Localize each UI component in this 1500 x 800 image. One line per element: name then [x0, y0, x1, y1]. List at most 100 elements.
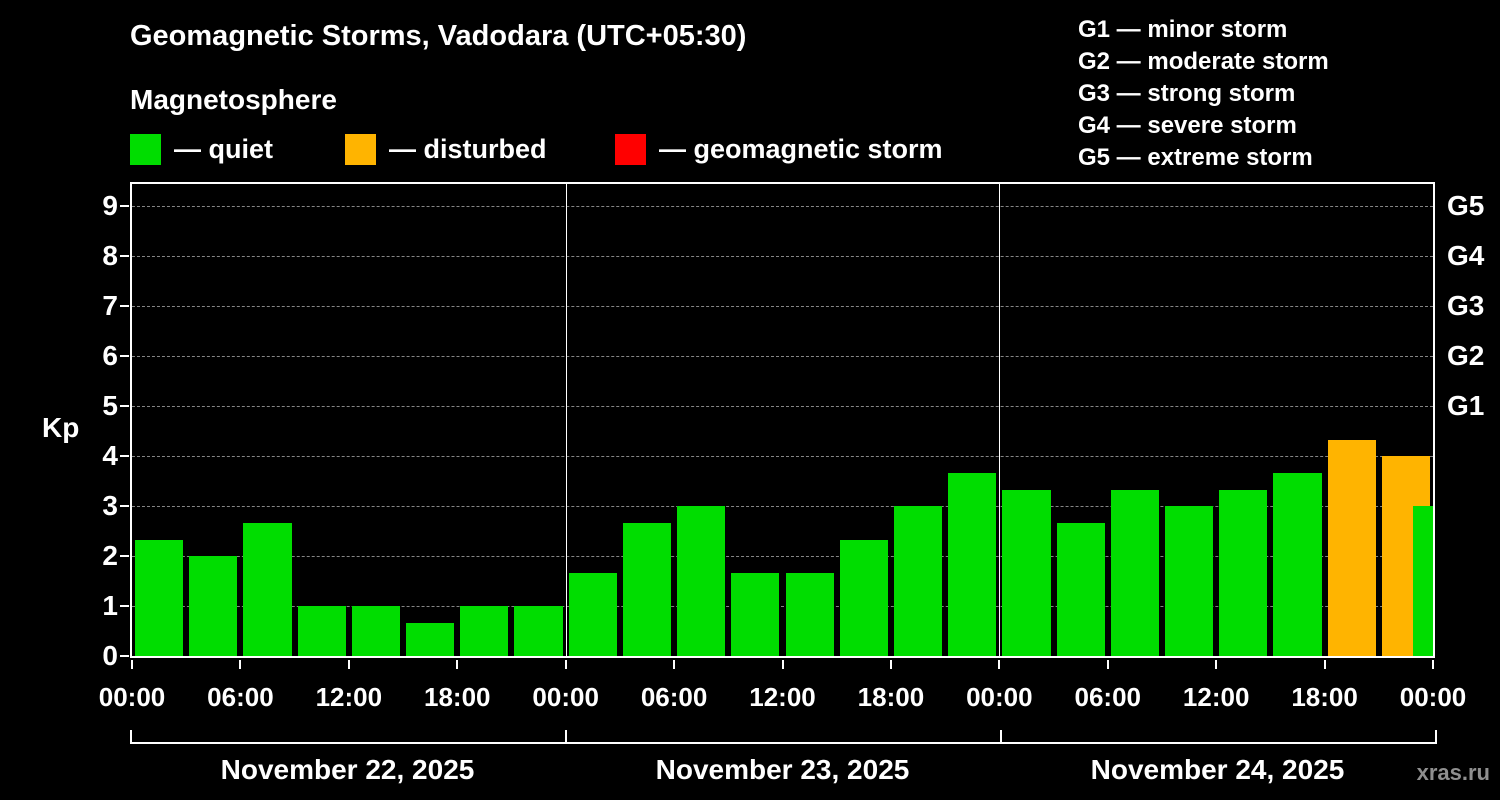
g-scale-axis-label: G5 — [1447, 190, 1485, 222]
kp-bar — [731, 572, 780, 656]
date-axis-tick — [565, 730, 567, 744]
gridline-kp-6 — [132, 356, 1433, 358]
x-axis-tick-label: 06:00 — [640, 682, 708, 712]
gridline-kp-4 — [132, 456, 1433, 458]
day-separator-line — [999, 184, 1001, 656]
y-axis-tick — [120, 555, 129, 558]
date-axis-tick — [1000, 730, 1002, 744]
y-axis-tick-label: 1 — [102, 590, 118, 622]
y-axis-tick — [120, 605, 129, 608]
kp-bar — [1110, 489, 1159, 656]
storm-scale-line: G4 — severe storm — [1078, 112, 1297, 139]
watermark: xras.ru — [1416, 760, 1490, 785]
gridline-kp-5 — [132, 406, 1433, 408]
gridline-kp-7 — [132, 306, 1433, 308]
gridline-kp-3 — [132, 506, 1433, 508]
y-axis-tick — [120, 455, 129, 458]
legend-label: — quiet — [174, 133, 273, 164]
y-axis-tick — [120, 305, 129, 308]
kp-bar — [297, 606, 346, 656]
x-axis-tick-label: 12:00 — [1182, 682, 1250, 712]
y-axis-tick-label: 0 — [102, 640, 118, 671]
chart-title: Geomagnetic Storms, Vadodara (UTC+05:30) — [130, 20, 747, 52]
x-axis-tick-label: 06:00 — [1074, 682, 1142, 712]
kp-bar — [406, 622, 455, 656]
x-axis-tick — [889, 660, 892, 669]
x-axis-tick — [347, 660, 350, 669]
gridline-kp-2 — [132, 556, 1433, 558]
x-axis-tick-label: 12:00 — [315, 682, 383, 712]
kp-bar — [514, 606, 563, 656]
x-axis-tick — [998, 660, 1001, 669]
g-scale-axis-label: G1 — [1447, 390, 1485, 422]
x-axis-tick-label: 18:00 — [857, 682, 925, 712]
quiet-swatch — [130, 133, 161, 165]
kp-bar — [677, 506, 726, 656]
legend-label: — geomagnetic storm — [659, 133, 943, 164]
x-axis-tick — [239, 660, 242, 669]
x-axis-tick-label: 00:00 — [1399, 682, 1467, 712]
x-axis-tick-label: 00:00 — [98, 682, 166, 712]
kp-bar — [893, 506, 943, 656]
kp-bar — [1002, 489, 1051, 656]
g-scale-axis-label: G3 — [1447, 290, 1485, 322]
disturbed-swatch — [345, 133, 376, 165]
y-axis-tick-label: 6 — [102, 340, 118, 372]
storm-scale-line: G3 — strong storm — [1078, 80, 1296, 107]
storm-scale-line: G1 — minor storm — [1078, 16, 1288, 43]
y-axis-tick — [120, 255, 129, 258]
x-axis-tick-label: 00:00 — [966, 682, 1033, 712]
day-separator-line — [565, 184, 567, 656]
y-axis-tick — [120, 505, 129, 508]
kp-bar — [785, 572, 834, 656]
kp-bar — [135, 539, 184, 656]
storm-swatch — [615, 133, 646, 165]
gridline-kp-9 — [132, 206, 1433, 208]
kp-bar — [189, 556, 238, 656]
date-axis-tick — [1435, 730, 1437, 744]
plot-area — [130, 182, 1435, 658]
x-axis-tick-label: 00:00 — [532, 682, 599, 712]
kp-bar — [1273, 472, 1322, 656]
x-axis-tick — [1106, 660, 1109, 669]
x-axis-tick — [673, 660, 676, 669]
kp-bar — [622, 522, 672, 656]
x-axis-tick — [781, 660, 784, 669]
legend-item-storm: — geomagnetic storm — [615, 133, 943, 165]
x-axis-tick — [1215, 660, 1218, 669]
y-axis-tick-label: 9 — [102, 190, 118, 222]
kp-bar — [1164, 506, 1214, 656]
kp-bar-partial — [1413, 506, 1433, 656]
kp-bar — [351, 606, 401, 656]
y-axis-tick-label: 7 — [102, 290, 118, 322]
y-axis-tick-label: 5 — [102, 390, 118, 422]
g-scale-axis-label: G2 — [1447, 340, 1485, 372]
kp-bar — [460, 606, 509, 656]
x-axis-tick-label: 18:00 — [1291, 682, 1358, 712]
date-label: November 23, 2025 — [655, 754, 910, 785]
kp-bar — [948, 472, 997, 656]
x-axis-tick — [1323, 660, 1326, 669]
x-axis-tick-label: 12:00 — [749, 682, 816, 712]
date-axis-line — [130, 742, 1437, 744]
y-axis-tick — [120, 405, 129, 408]
y-axis-tick-label: 8 — [102, 240, 118, 272]
storm-scale-line: G5 — extreme storm — [1078, 144, 1313, 171]
storm-scale-line: G2 — moderate storm — [1078, 48, 1329, 75]
date-label: November 22, 2025 — [220, 754, 475, 785]
x-axis-tick — [1432, 660, 1434, 669]
y-axis-tick — [120, 205, 129, 208]
y-axis-tick-label: 3 — [102, 490, 118, 522]
legend-item-disturbed: — disturbed — [345, 133, 547, 165]
y-axis-label: Kp — [42, 412, 80, 443]
chart-subtitle: Magnetosphere — [130, 84, 337, 115]
legend-label: — disturbed — [389, 133, 547, 164]
y-axis-tick — [120, 655, 129, 657]
legend-item-quiet: — quiet — [130, 133, 273, 165]
gridline-kp-1 — [132, 606, 1433, 608]
kp-bar — [243, 522, 292, 656]
storm-scale-legend: G1 — minor storm G2 — moderate storm G3 — … — [1078, 14, 1329, 174]
date-axis-tick — [130, 730, 132, 744]
kp-bar — [1219, 489, 1268, 656]
